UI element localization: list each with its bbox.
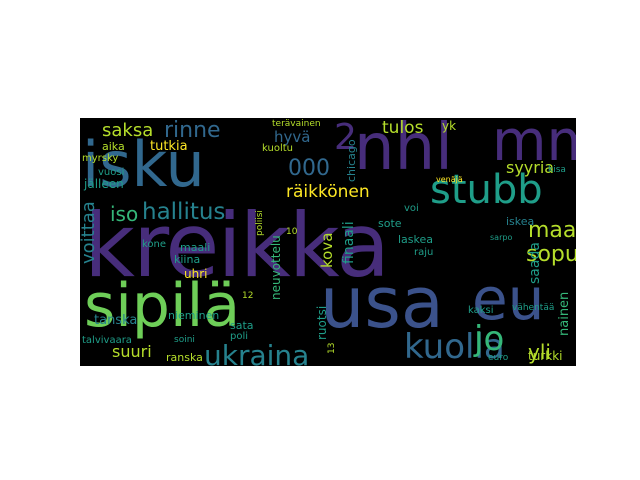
word-vahentaa: vähentää [512, 303, 555, 313]
word-kaksi: kaksi [468, 305, 494, 316]
word-suuri: suuri [112, 342, 152, 361]
word-thirteen: 13 [327, 342, 337, 354]
word-hallitus: hallitus [142, 199, 226, 225]
word-isku: isku [82, 128, 205, 201]
word-maa: maa [528, 218, 576, 243]
word-iskea: iskea [506, 215, 535, 228]
word-kuoltu: kuoltu [262, 143, 293, 154]
word-kuolla: kuolla [404, 327, 505, 366]
word-eu: eu [472, 265, 545, 333]
word-jalleen: jälleen [84, 177, 124, 191]
word-mm: mm [492, 118, 576, 174]
word-teravainen: terävainen [272, 119, 321, 129]
word-vuosi: vuosi [98, 167, 125, 178]
word-tulos: tulos [382, 118, 424, 138]
word-euro: euro [488, 353, 509, 363]
word-sote: sote [378, 217, 402, 230]
word-cloud: kreikka isku sipilä usa eu nhl mm stubb … [80, 118, 576, 366]
word-kone: kone [142, 239, 167, 250]
word-jo: jo [474, 319, 505, 359]
word-sata: sata [230, 319, 254, 332]
word-stubb: stubb [430, 167, 543, 213]
word-talvivaara: talvivaara [82, 335, 132, 346]
word-raju: raju [414, 247, 434, 258]
word-ranska: ranska [166, 351, 203, 364]
word-nieminen: nieminen [168, 309, 220, 322]
word-hyva: hyvä [274, 128, 311, 146]
word-venaja: venäjä [436, 175, 463, 184]
word-chicago: chicago [345, 139, 358, 182]
word-nhl: nhl [354, 118, 453, 185]
word-ruotsi: ruotsi [315, 305, 329, 340]
word-raikkonen: räikkönen [286, 182, 370, 202]
word-tutkia: tutkia [150, 139, 188, 154]
word-saada: saada [527, 242, 543, 284]
word-tanska: tanska [94, 313, 138, 328]
word-sipila: sipilä [84, 271, 241, 341]
word-voi: voi [404, 203, 419, 214]
word-rinne: rinne [164, 118, 221, 143]
word-poli: poli [230, 331, 249, 342]
word-kova: kova [318, 232, 336, 268]
word-ukraina: ukraina [204, 339, 310, 367]
word-syyria: syyria [506, 158, 555, 177]
word-maali: maali [180, 241, 211, 254]
word-usa: usa [320, 262, 444, 344]
word-myrsky: myrsky [82, 153, 119, 164]
word-kiina: kiina [174, 253, 201, 266]
word-turkki: turkki [528, 349, 563, 363]
word-saksa: saksa [102, 120, 154, 141]
word-kisa: kisa [548, 165, 566, 175]
word-neuvottelu: neuvottelu [269, 235, 283, 300]
word-laskea: laskea [398, 233, 434, 246]
word-two: 2 [334, 118, 357, 158]
word-soini: soini [174, 335, 195, 345]
word-yli: yli [528, 340, 551, 364]
word-nainen: nainen [557, 291, 572, 336]
word-sarpo: sarpo [490, 233, 513, 242]
word-yk: yk [442, 119, 457, 133]
word-zeros: 000 [288, 156, 330, 181]
word-voittaa: voittaa [80, 201, 99, 264]
word-sopu: sopu [526, 242, 576, 267]
word-twelve: 12 [242, 291, 254, 301]
word-poliisi: poliisi [255, 210, 265, 236]
word-kreikka: kreikka [84, 194, 390, 297]
word-ten: 10 [286, 227, 298, 237]
word-finaali: finaali [341, 221, 357, 264]
word-iso: iso [110, 202, 139, 226]
word-uhri: uhri [184, 267, 208, 281]
word-aika: aika [102, 140, 125, 153]
